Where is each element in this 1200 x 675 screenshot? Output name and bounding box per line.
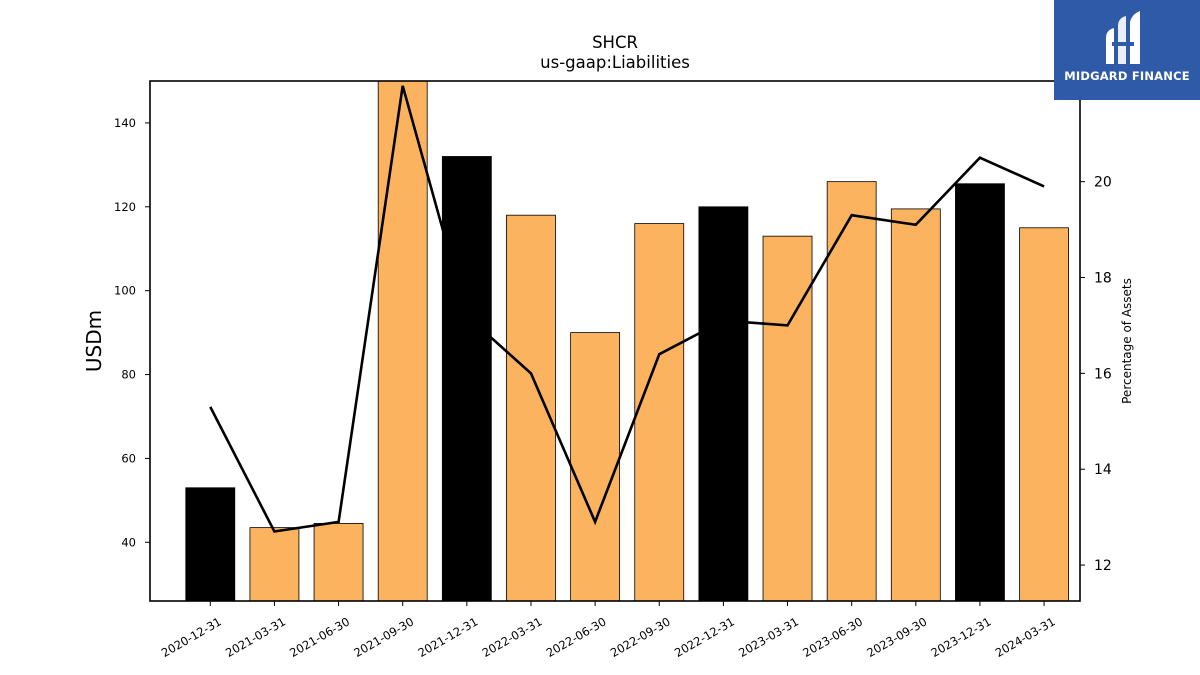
y-tick-label: 120 [114, 200, 136, 214]
y-tick-label: 80 [121, 368, 136, 382]
x-tick-label: 2022-09-30 [608, 614, 673, 660]
bar-2023-09-30 [890, 208, 941, 601]
midgard-logo-icon [1106, 11, 1140, 64]
bar-2022-06-30 [570, 332, 621, 601]
bar-2020-12-31 [185, 487, 236, 601]
brand-logo: MIDGARD FINANCE [1054, 0, 1200, 100]
x-tick-label: 2022-06-30 [544, 614, 609, 660]
x-tick-label: 2020-12-31 [159, 614, 224, 660]
x-tick-label: 2023-12-31 [929, 614, 994, 660]
y2-tick-label: 20 [1094, 175, 1112, 191]
chart-subtitle: us-gaap:Liabilities [540, 53, 690, 72]
bar-2023-06-30 [826, 181, 877, 601]
y2-tick-label: 14 [1094, 462, 1112, 478]
x-tick-label: 2021-06-30 [287, 614, 352, 660]
y-axis-label: USDm [82, 310, 106, 372]
bar-2023-12-31 [955, 183, 1005, 601]
bars-group [185, 81, 1069, 601]
x-tick-label: 2022-12-31 [672, 614, 737, 660]
y-tick-label: 100 [114, 284, 136, 298]
x-tick-label: 2023-06-30 [800, 614, 865, 660]
y2-tick-label: 18 [1094, 270, 1112, 286]
x-tick-label: 2023-09-30 [864, 614, 929, 660]
bar-2022-03-31 [506, 214, 556, 601]
x-tick-label: 2021-09-30 [351, 614, 416, 660]
x-tick-label: 2023-03-31 [736, 614, 801, 660]
line-group [209, 85, 1045, 533]
y2-tick-label: 12 [1094, 558, 1112, 574]
x-tick-label: 2022-03-31 [480, 614, 545, 660]
plot-frame [149, 80, 1081, 602]
bar-2021-09-30 [377, 81, 428, 601]
chart-title: SHCR [592, 33, 638, 52]
y-tick-label: 60 [121, 451, 136, 465]
y2-axis-label: Percentage of Assets [1120, 278, 1134, 404]
bar-2022-09-30 [634, 223, 685, 601]
bar-2021-06-30 [313, 523, 364, 601]
x-tick-label: 2021-03-31 [223, 614, 288, 660]
percentage-line [209, 85, 1045, 533]
y-tick-label: 140 [114, 116, 136, 130]
bar-2022-12-31 [698, 206, 749, 601]
x-tick-label: 2024-03-31 [993, 614, 1058, 660]
y-tick-label: 40 [121, 535, 136, 549]
bar-2021-12-31 [441, 156, 492, 601]
x-tick-label: 2021-12-31 [415, 614, 480, 660]
bar-2021-03-31 [249, 527, 300, 601]
brand-name: MIDGARD FINANCE [1064, 69, 1190, 83]
bar-2023-03-31 [762, 235, 813, 601]
y2-tick-label: 16 [1094, 366, 1112, 382]
bar-2024-03-31 [1019, 227, 1069, 601]
